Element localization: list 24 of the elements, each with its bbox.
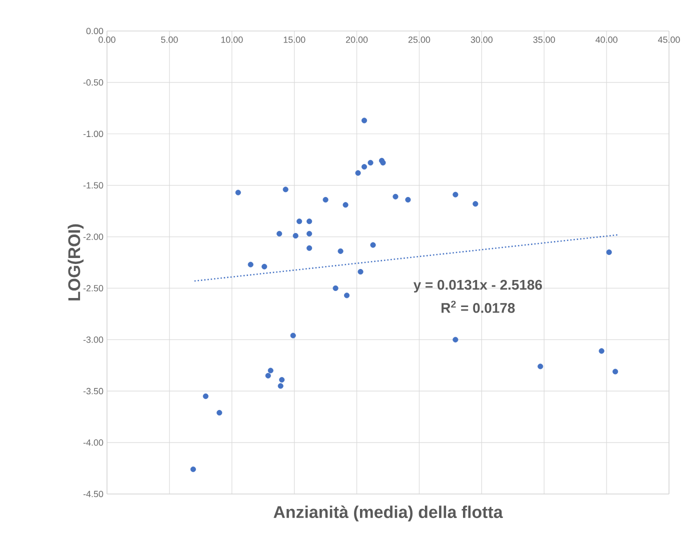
y-tick-label: -1.00: [83, 130, 104, 138]
y-tick-label: -1.50: [83, 182, 104, 189]
y-tick-label: -3.00: [83, 336, 104, 343]
x-tick-label: 5.00: [161, 36, 178, 43]
annotation: R$^{2}$ = 0.0178: [442, 300, 515, 313]
x-axis-title: Anzianità (media) della flotta: [274, 505, 503, 522]
x-tick-label: 40.00: [596, 36, 618, 43]
y-tick-label: -4.00: [83, 439, 104, 446]
y-tick-label: -3.50: [83, 388, 104, 394]
y-tick-label: -4.50: [83, 490, 104, 498]
y-tick-label: 0.00: [86, 28, 104, 34]
y-tick-label: -0.50: [83, 79, 104, 86]
x-tick-label: 30.00: [470, 36, 493, 43]
x-tick-label: 25.00: [408, 36, 430, 43]
x-tick-label: 15.00: [284, 36, 306, 43]
x-tick-label: 0.00: [98, 36, 116, 43]
x-tick-label: 45.00: [658, 36, 680, 43]
y-axis-title: LOG(ROI): [68, 224, 84, 300]
y-tick-label: -2.50: [83, 285, 104, 292]
x-tick-label: 20.00: [346, 36, 368, 43]
annotation: y = 0.0131x - 2.5186: [413, 280, 542, 293]
y-tick-label: -2.00: [83, 234, 104, 240]
x-tick-label: 10.00: [221, 36, 243, 43]
x-tick-label: 35.00: [533, 36, 555, 43]
